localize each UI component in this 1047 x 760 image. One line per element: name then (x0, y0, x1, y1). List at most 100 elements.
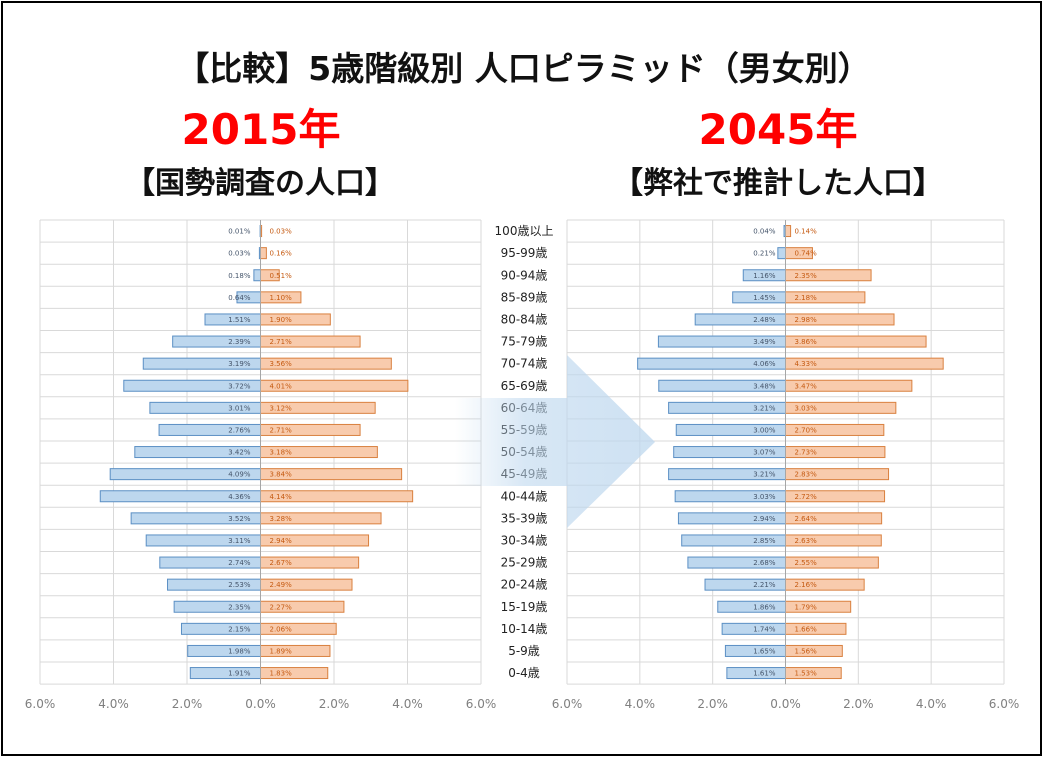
age-label: 15-19歳 (501, 600, 548, 614)
data-label-right: 0.16% (270, 250, 293, 258)
data-label-right: 2.83% (795, 471, 818, 479)
data-label-left: 1.65% (753, 647, 776, 655)
age-label: 95-99歳 (501, 246, 548, 260)
data-label-right: 0.51% (270, 272, 293, 280)
data-label-right: 1.90% (270, 316, 293, 324)
age-label: 35-39歳 (501, 511, 548, 525)
data-label-right: 2.49% (270, 581, 293, 589)
data-label-left: 1.86% (753, 603, 776, 611)
subtitle-2045: 【弊社で推計した人口】 (613, 166, 943, 201)
data-label-right: 1.10% (270, 294, 293, 302)
data-label-left: 2.68% (753, 559, 776, 567)
x-tick-label: 4.0% (916, 697, 947, 711)
age-label: 65-69歳 (501, 379, 548, 393)
data-label-right: 0.03% (270, 228, 293, 236)
x-tick-label: 4.0% (625, 697, 656, 711)
data-label-right: 4.33% (795, 360, 818, 368)
data-label-right: 1.89% (270, 647, 293, 655)
bar-right (260, 247, 267, 260)
data-label-left: 3.21% (753, 404, 776, 412)
data-label-left: 1.74% (753, 625, 776, 633)
data-label-left: 3.42% (228, 449, 251, 457)
data-label-left: 0.01% (228, 228, 251, 236)
data-label-right: 2.18% (795, 294, 818, 302)
x-tick-label: 2.0% (319, 697, 350, 711)
data-label-right: 3.28% (270, 515, 293, 523)
x-tick-label: 6.0% (989, 697, 1020, 711)
age-label: 75-79歳 (501, 335, 548, 349)
data-label-left: 3.03% (753, 493, 776, 501)
data-label-left: 3.48% (753, 382, 776, 390)
data-label-left: 4.09% (228, 471, 251, 479)
data-label-left: 0.04% (753, 228, 776, 236)
age-label: 100歳以上 (495, 224, 554, 238)
data-label-right: 1.79% (795, 603, 818, 611)
data-label-left: 0.03% (228, 250, 251, 258)
data-label-left: 4.36% (228, 493, 251, 501)
data-label-right: 2.55% (795, 559, 818, 567)
age-label: 85-89歳 (501, 290, 548, 304)
x-tick-label: 6.0% (552, 697, 583, 711)
x-tick-label: 6.0% (25, 697, 56, 711)
age-label: 30-34歳 (501, 533, 548, 547)
age-label: 90-94歳 (501, 268, 548, 282)
data-label-right: 2.94% (270, 537, 293, 545)
data-label-right: 2.06% (270, 625, 293, 633)
data-label-left: 3.52% (228, 515, 251, 523)
data-label-left: 3.00% (753, 426, 776, 434)
data-label-left: 2.48% (753, 316, 776, 324)
data-label-right: 4.14% (270, 493, 293, 501)
data-label-left: 2.15% (228, 625, 251, 633)
data-label-right: 3.84% (270, 471, 293, 479)
data-label-right: 2.35% (795, 272, 818, 280)
data-label-left: 2.35% (228, 603, 251, 611)
page-title: 【比較】5歳階級別 人口ピラミッド（男女別） (176, 49, 871, 88)
x-tick-label: 2.0% (843, 697, 874, 711)
data-label-right: 2.73% (795, 449, 818, 457)
age-label: 10-14歳 (501, 622, 548, 636)
year-2045: 2045年 (698, 105, 858, 154)
data-label-right: 2.98% (795, 316, 818, 324)
data-label-right: 3.18% (270, 449, 293, 457)
data-label-right: 2.64% (795, 515, 818, 523)
data-label-left: 3.21% (753, 471, 776, 479)
data-label-right: 2.71% (270, 338, 293, 346)
data-label-left: 3.19% (228, 360, 251, 368)
data-label-right: 1.53% (795, 670, 818, 678)
data-label-left: 2.39% (228, 338, 251, 346)
data-label-left: 1.51% (228, 316, 251, 324)
data-label-left: 3.11% (228, 537, 251, 545)
age-label: 40-44歳 (501, 489, 548, 503)
age-label: 25-29歳 (501, 556, 548, 570)
data-label-right: 0.14% (795, 228, 818, 236)
data-label-left: 2.94% (753, 515, 776, 523)
age-label: 5-9歳 (508, 644, 540, 658)
x-tick-label: 4.0% (392, 697, 423, 711)
data-label-right: 3.12% (270, 404, 293, 412)
age-label: 70-74歳 (501, 357, 548, 371)
x-tick-label: 6.0% (466, 697, 497, 711)
year-2015: 2015年 (181, 105, 341, 154)
bar-left (253, 269, 261, 282)
data-label-right: 4.01% (270, 382, 293, 390)
data-label-left: 4.06% (753, 360, 776, 368)
subtitle-2015: 【国勢調査の人口】 (125, 166, 395, 201)
data-label-left: 2.85% (753, 537, 776, 545)
x-tick-label: 0.0% (770, 697, 801, 711)
data-label-right: 3.86% (795, 338, 818, 346)
data-label-left: 3.07% (753, 449, 776, 457)
data-label-left: 1.45% (753, 294, 776, 302)
data-label-right: 2.16% (795, 581, 818, 589)
data-label-right: 3.56% (270, 360, 293, 368)
arrow-icon (455, 355, 655, 528)
data-label-left: 2.21% (753, 581, 776, 589)
data-label-left: 3.49% (753, 338, 776, 346)
data-label-right: 2.27% (270, 603, 293, 611)
data-label-right: 1.56% (795, 647, 818, 655)
age-label: 80-84歳 (501, 312, 548, 326)
data-label-right: 3.03% (795, 404, 818, 412)
data-label-right: 2.72% (795, 493, 818, 501)
x-tick-label: 0.0% (245, 697, 276, 711)
